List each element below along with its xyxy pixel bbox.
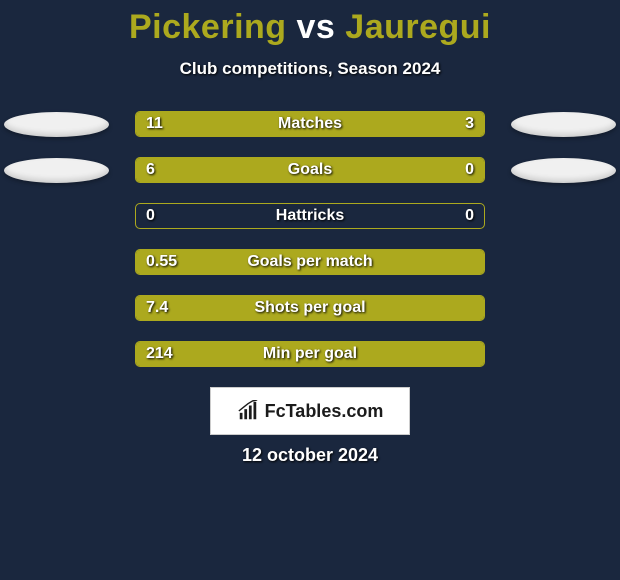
title-right: Jauregui [345,8,491,46]
stat-value-right: 3 [465,115,474,133]
brand-text: FcTables.com [265,401,384,422]
stat-label: Goals per match [247,253,372,271]
stat-bar: 11 Matches 3 [135,111,485,137]
stat-bar: 7.4 Shots per goal [135,295,485,321]
stat-value-left: 6 [146,161,155,179]
page-title: Pickering vs Jauregui [0,8,620,47]
stat-value-left: 0 [146,207,155,225]
stat-label: Hattricks [276,207,344,225]
player-avatar-right [511,112,616,137]
stats-row: 7.4 Shots per goal [0,295,620,321]
stat-bar-left-fill [136,112,397,136]
stat-label: Goals [288,161,332,179]
brand-box[interactable]: FcTables.com [210,387,410,435]
stat-bar: 0.55 Goals per match [135,249,485,275]
stats-row: 6 Goals 0 [0,157,620,183]
player-avatar-left [4,112,109,137]
stat-value-left: 0.55 [146,253,177,271]
stat-label: Min per goal [263,345,357,363]
stat-bar: 214 Min per goal [135,341,485,367]
stat-label: Matches [278,115,342,133]
stat-value-right: 0 [465,161,474,179]
stats-container: 11 Matches 3 6 Goals 0 0 Hattricks 0 0.55 Goals pe… [0,111,620,367]
stats-row: 0.55 Goals per match [0,249,620,275]
date-text: 12 october 2024 [0,445,620,466]
title-vs: vs [297,8,336,46]
stat-value-left: 214 [146,345,173,363]
player-avatar-right [511,158,616,183]
stat-value-left: 11 [146,115,163,133]
stat-bar: 0 Hattricks 0 [135,203,485,229]
stats-row: 0 Hattricks 0 [0,203,620,229]
stat-value-left: 7.4 [146,299,168,317]
subtitle: Club competitions, Season 2024 [0,59,620,79]
chart-bar-icon [237,400,259,422]
stats-row: 11 Matches 3 [0,111,620,137]
stat-label: Shots per goal [254,299,365,317]
stat-bar: 6 Goals 0 [135,157,485,183]
player-avatar-left [4,158,109,183]
stat-value-right: 0 [465,207,474,225]
stats-row: 214 Min per goal [0,341,620,367]
stat-bar-left-fill [136,158,397,182]
title-left: Pickering [129,8,287,46]
